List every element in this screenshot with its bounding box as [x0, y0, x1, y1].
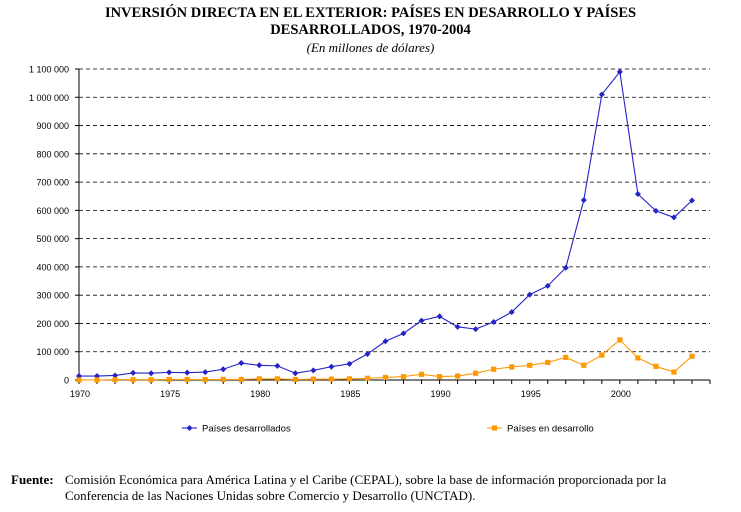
data-point [509, 364, 515, 370]
chart-subtitle: (En millones de dólares) [306, 40, 435, 55]
data-point [671, 369, 677, 375]
y-tick-label: 800 000 [36, 149, 69, 159]
x-tick-label: 1995 [521, 389, 541, 399]
y-tick-label: 900 000 [36, 121, 69, 131]
legend-marker [491, 425, 498, 431]
y-tick-label: 1 000 000 [29, 93, 69, 103]
y-tick-label: 700 000 [36, 178, 69, 188]
data-point [364, 350, 371, 357]
data-point [274, 376, 280, 382]
chart-title-line-1: INVERSIÓN DIRECTA EN EL EXTERIOR: PAÍSES… [104, 5, 637, 21]
data-point [580, 197, 587, 204]
data-point [617, 337, 623, 343]
y-tick-label: 1 100 000 [29, 65, 69, 75]
data-point [635, 355, 641, 361]
data-point [166, 376, 172, 383]
data-point [346, 376, 353, 382]
data-point [202, 376, 208, 383]
data-point [418, 371, 425, 377]
data-point [400, 374, 407, 380]
data-point [184, 376, 190, 383]
data-point [184, 369, 191, 376]
data-point [472, 326, 479, 333]
data-point [562, 264, 569, 271]
data-point [527, 362, 533, 368]
data-point [364, 375, 371, 381]
y-tick-label: 200 000 [36, 319, 69, 329]
x-tick-label: 2000 [611, 389, 631, 399]
source-text: Comisión Económica para América Latina y… [65, 472, 667, 503]
data-point [526, 291, 533, 298]
data-point [112, 372, 119, 379]
y-tick-label: 0 [64, 376, 69, 386]
data-point [382, 374, 389, 381]
data-point [598, 91, 605, 98]
data-point [490, 319, 497, 326]
data-point [491, 366, 497, 372]
data-point [563, 354, 569, 360]
data-point [166, 369, 173, 376]
legend-label: Países en desarrollo [507, 424, 594, 435]
data-point [220, 376, 226, 383]
data-point [292, 376, 298, 383]
data-point [220, 366, 227, 373]
data-point [581, 362, 587, 368]
data-point [400, 330, 407, 337]
legend-label: Países desarrollados [202, 424, 291, 435]
y-tick-label: 500 000 [36, 234, 69, 244]
data-point [689, 353, 695, 359]
data-point [238, 376, 244, 383]
series-line-paises-en-desarrollo [79, 339, 693, 381]
data-point [670, 214, 677, 221]
data-point [545, 359, 551, 366]
data-point [653, 363, 659, 370]
data-point [310, 376, 316, 382]
data-point [616, 68, 623, 75]
data-point [418, 317, 425, 324]
data-point [652, 207, 659, 214]
data-point [202, 369, 209, 376]
y-tick-label: 300 000 [36, 291, 69, 301]
x-tick-label: 1990 [431, 389, 451, 399]
data-point [436, 374, 443, 380]
data-point [130, 369, 137, 376]
data-point [599, 352, 605, 358]
x-tick-label: 1975 [160, 389, 180, 399]
data-point [455, 373, 461, 379]
data-point [148, 377, 154, 383]
data-point [454, 323, 461, 330]
data-point [328, 363, 335, 370]
data-point [436, 313, 443, 320]
x-tick-label: 1970 [70, 389, 90, 399]
data-point [346, 360, 353, 367]
y-tick-label: 400 000 [36, 262, 69, 272]
chart-title-line-2: DESARROLLADOS, 1970-2004 [270, 22, 471, 38]
data-point [473, 370, 479, 376]
data-point [310, 367, 317, 374]
data-point [256, 362, 263, 369]
data-point [148, 370, 155, 377]
data-point [94, 377, 100, 383]
data-point [274, 362, 281, 369]
data-point [292, 370, 299, 377]
x-tick-label: 1985 [340, 389, 360, 399]
y-tick-label: 600 000 [36, 206, 69, 216]
data-point [634, 190, 641, 197]
data-point [382, 338, 389, 345]
x-tick-label: 1980 [250, 389, 270, 399]
data-point [256, 376, 262, 382]
legend-marker [186, 425, 193, 431]
data-point [688, 197, 695, 204]
data-point [238, 360, 245, 367]
series-line-paises-desarrollados [79, 70, 693, 377]
data-point [76, 377, 82, 383]
data-point [328, 376, 334, 382]
data-point [544, 282, 551, 289]
source-label: Fuente: [11, 472, 54, 487]
data-point [508, 309, 515, 316]
y-tick-label: 100 000 [36, 347, 69, 357]
data-point [112, 377, 118, 383]
data-point [130, 377, 136, 383]
